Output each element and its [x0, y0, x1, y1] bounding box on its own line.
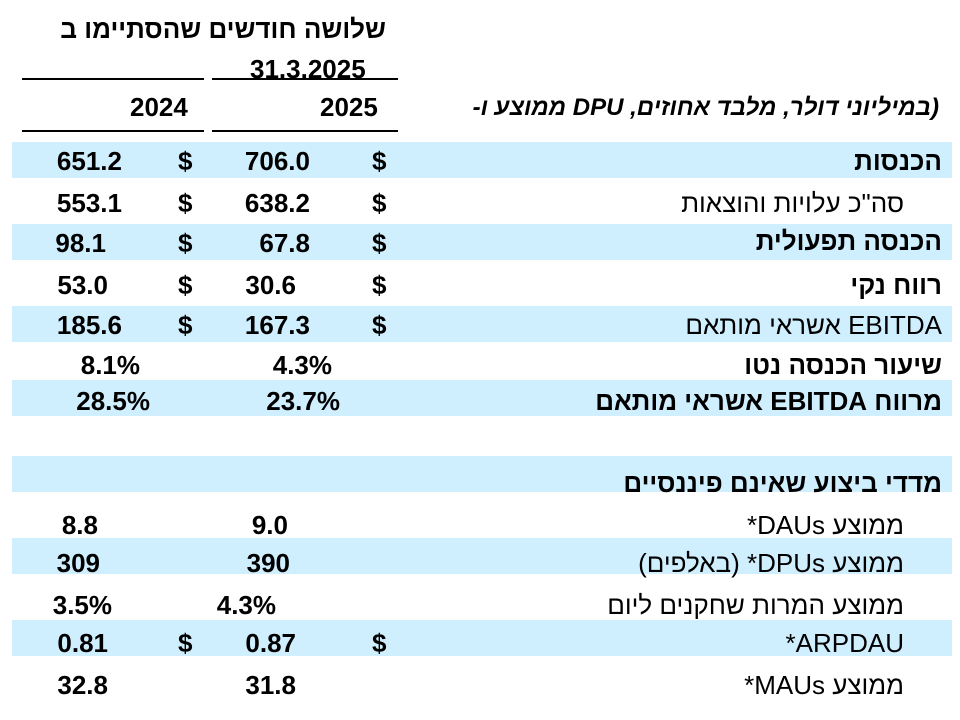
value-2025: 30.6 [245, 270, 296, 300]
table-row-arpdau: ARPDAU* $ 0.87 $ 0.81 [0, 624, 960, 664]
period-date: 31.3.2025 [250, 54, 366, 84]
header-rule-2024-top [22, 78, 204, 80]
value-2025: 4.3% [216, 590, 276, 620]
row-label: שיעור הכנסה נטו [744, 350, 942, 380]
currency-2025: $ [372, 228, 387, 258]
currency-2025: $ [372, 188, 387, 218]
currency-2024: $ [178, 628, 193, 658]
row-label: ממוצע המרות שחקנים ליום [607, 590, 904, 620]
value-2024: 32.8 [57, 670, 108, 700]
row-label: ממוצע DPUs* (באלפים) [638, 548, 904, 578]
value-2024: 651.2 [56, 146, 122, 176]
value-2024: 53.0 [57, 270, 108, 300]
row-label: סה"כ עלויות והוצאות [681, 188, 904, 218]
currency-2025: $ [372, 270, 387, 300]
row-band [12, 620, 952, 656]
row-band [12, 380, 952, 416]
currency-2024: $ [178, 228, 193, 258]
period-title: שלושה חודשים שהסתיימו ב [60, 14, 386, 44]
value-2024: 8.1% [80, 350, 140, 380]
units-note: (במיליוני דולר, מלבד אחוזים, DPU ממוצע ו… [472, 94, 939, 121]
currency-2025: $ [372, 628, 387, 658]
header-rule-2024-bottom [22, 130, 204, 132]
table-row-avg-dpus: ממוצע DPUs* (באלפים) 390 309 [0, 544, 960, 584]
value-2024: 0.81 [57, 628, 108, 658]
value-2025: 0.87 [245, 628, 296, 658]
table-row-adjusted-ebitda: EBITDA אשראי מותאם $ 167.3 $ 185.6 [0, 306, 960, 346]
row-label: ממוצע MAUs* [744, 670, 904, 700]
row-label: רווח נקי [850, 270, 942, 300]
column-header-2024: 2024 [130, 92, 188, 122]
row-label: הכנסה תפעולית [755, 226, 942, 256]
row-label: ARPDAU* [785, 628, 904, 658]
table-row-adjusted-ebitda-margin: מרווח EBITDA אשראי מותאם 23.7% 28.5% [0, 382, 960, 422]
value-2025: 31.8 [245, 670, 296, 700]
row-label: מרווח EBITDA אשראי מותאם [595, 386, 942, 416]
header-rule-2025-top [212, 78, 398, 80]
row-band [12, 142, 952, 178]
value-2025: 390 [246, 548, 290, 578]
value-2024: 28.5% [76, 386, 150, 416]
row-band [12, 538, 952, 574]
table-row-total-costs: סה"כ עלויות והוצאות $ 638.2 $ 553.1 [0, 184, 960, 224]
section-title-non-financial-kpis: מדדי ביצוע שאינם פיננסיים [0, 464, 960, 504]
table-row-net-profit: רווח נקי $ 30.6 $ 53.0 [0, 266, 960, 306]
table-row-operating-income: הכנסה תפעולית $ 67.8 $ 98.1 [0, 222, 960, 262]
currency-2024: $ [178, 188, 193, 218]
value-2025: 706.0 [244, 146, 310, 176]
value-2025: 67.8 [259, 228, 310, 258]
currency-2025: $ [372, 310, 387, 340]
value-2024: 3.5% [52, 590, 112, 620]
table-row-empty [0, 418, 960, 458]
row-label: EBITDA אשראי מותאם [685, 310, 942, 340]
row-band [12, 306, 952, 342]
value-2025: 9.0 [251, 510, 288, 540]
column-header-2025: 2025 [320, 92, 378, 122]
row-band [12, 224, 952, 260]
table-row-avg-conversion: ממוצע המרות שחקנים ליום 4.3% 3.5% [0, 586, 960, 626]
currency-2024: $ [178, 270, 193, 300]
value-2025: 167.3 [244, 310, 310, 340]
currency-2024: $ [178, 310, 193, 340]
value-2024: 309 [56, 548, 100, 578]
value-2024: 553.1 [56, 188, 122, 218]
currency-2025: $ [372, 146, 387, 176]
row-label: מדדי ביצוע שאינם פיננסיים [623, 468, 942, 498]
value-2025: 4.3% [272, 350, 332, 380]
value-2024: 8.8 [61, 510, 98, 540]
header-rule-2025-bottom [212, 130, 398, 132]
table-row-avg-daus: ממוצע DAUs* 9.0 8.8 [0, 506, 960, 546]
value-2025: 638.2 [244, 188, 310, 218]
table-row-avg-maus: ממוצע MAUs* 31.8 32.8 [0, 666, 960, 706]
value-2025: 23.7% [266, 386, 340, 416]
table-row-net-income-rate: שיעור הכנסה נטו 4.3% 8.1% [0, 346, 960, 386]
value-2024: 98.1 [55, 228, 106, 258]
value-2024: 185.6 [56, 310, 122, 340]
row-label: הכנסות [854, 146, 942, 176]
row-label: ממוצע DAUs* [746, 510, 904, 540]
table-row-revenue: הכנסות $ 706.0 $ 651.2 [0, 142, 960, 182]
currency-2024: $ [178, 146, 193, 176]
row-band [12, 456, 952, 492]
